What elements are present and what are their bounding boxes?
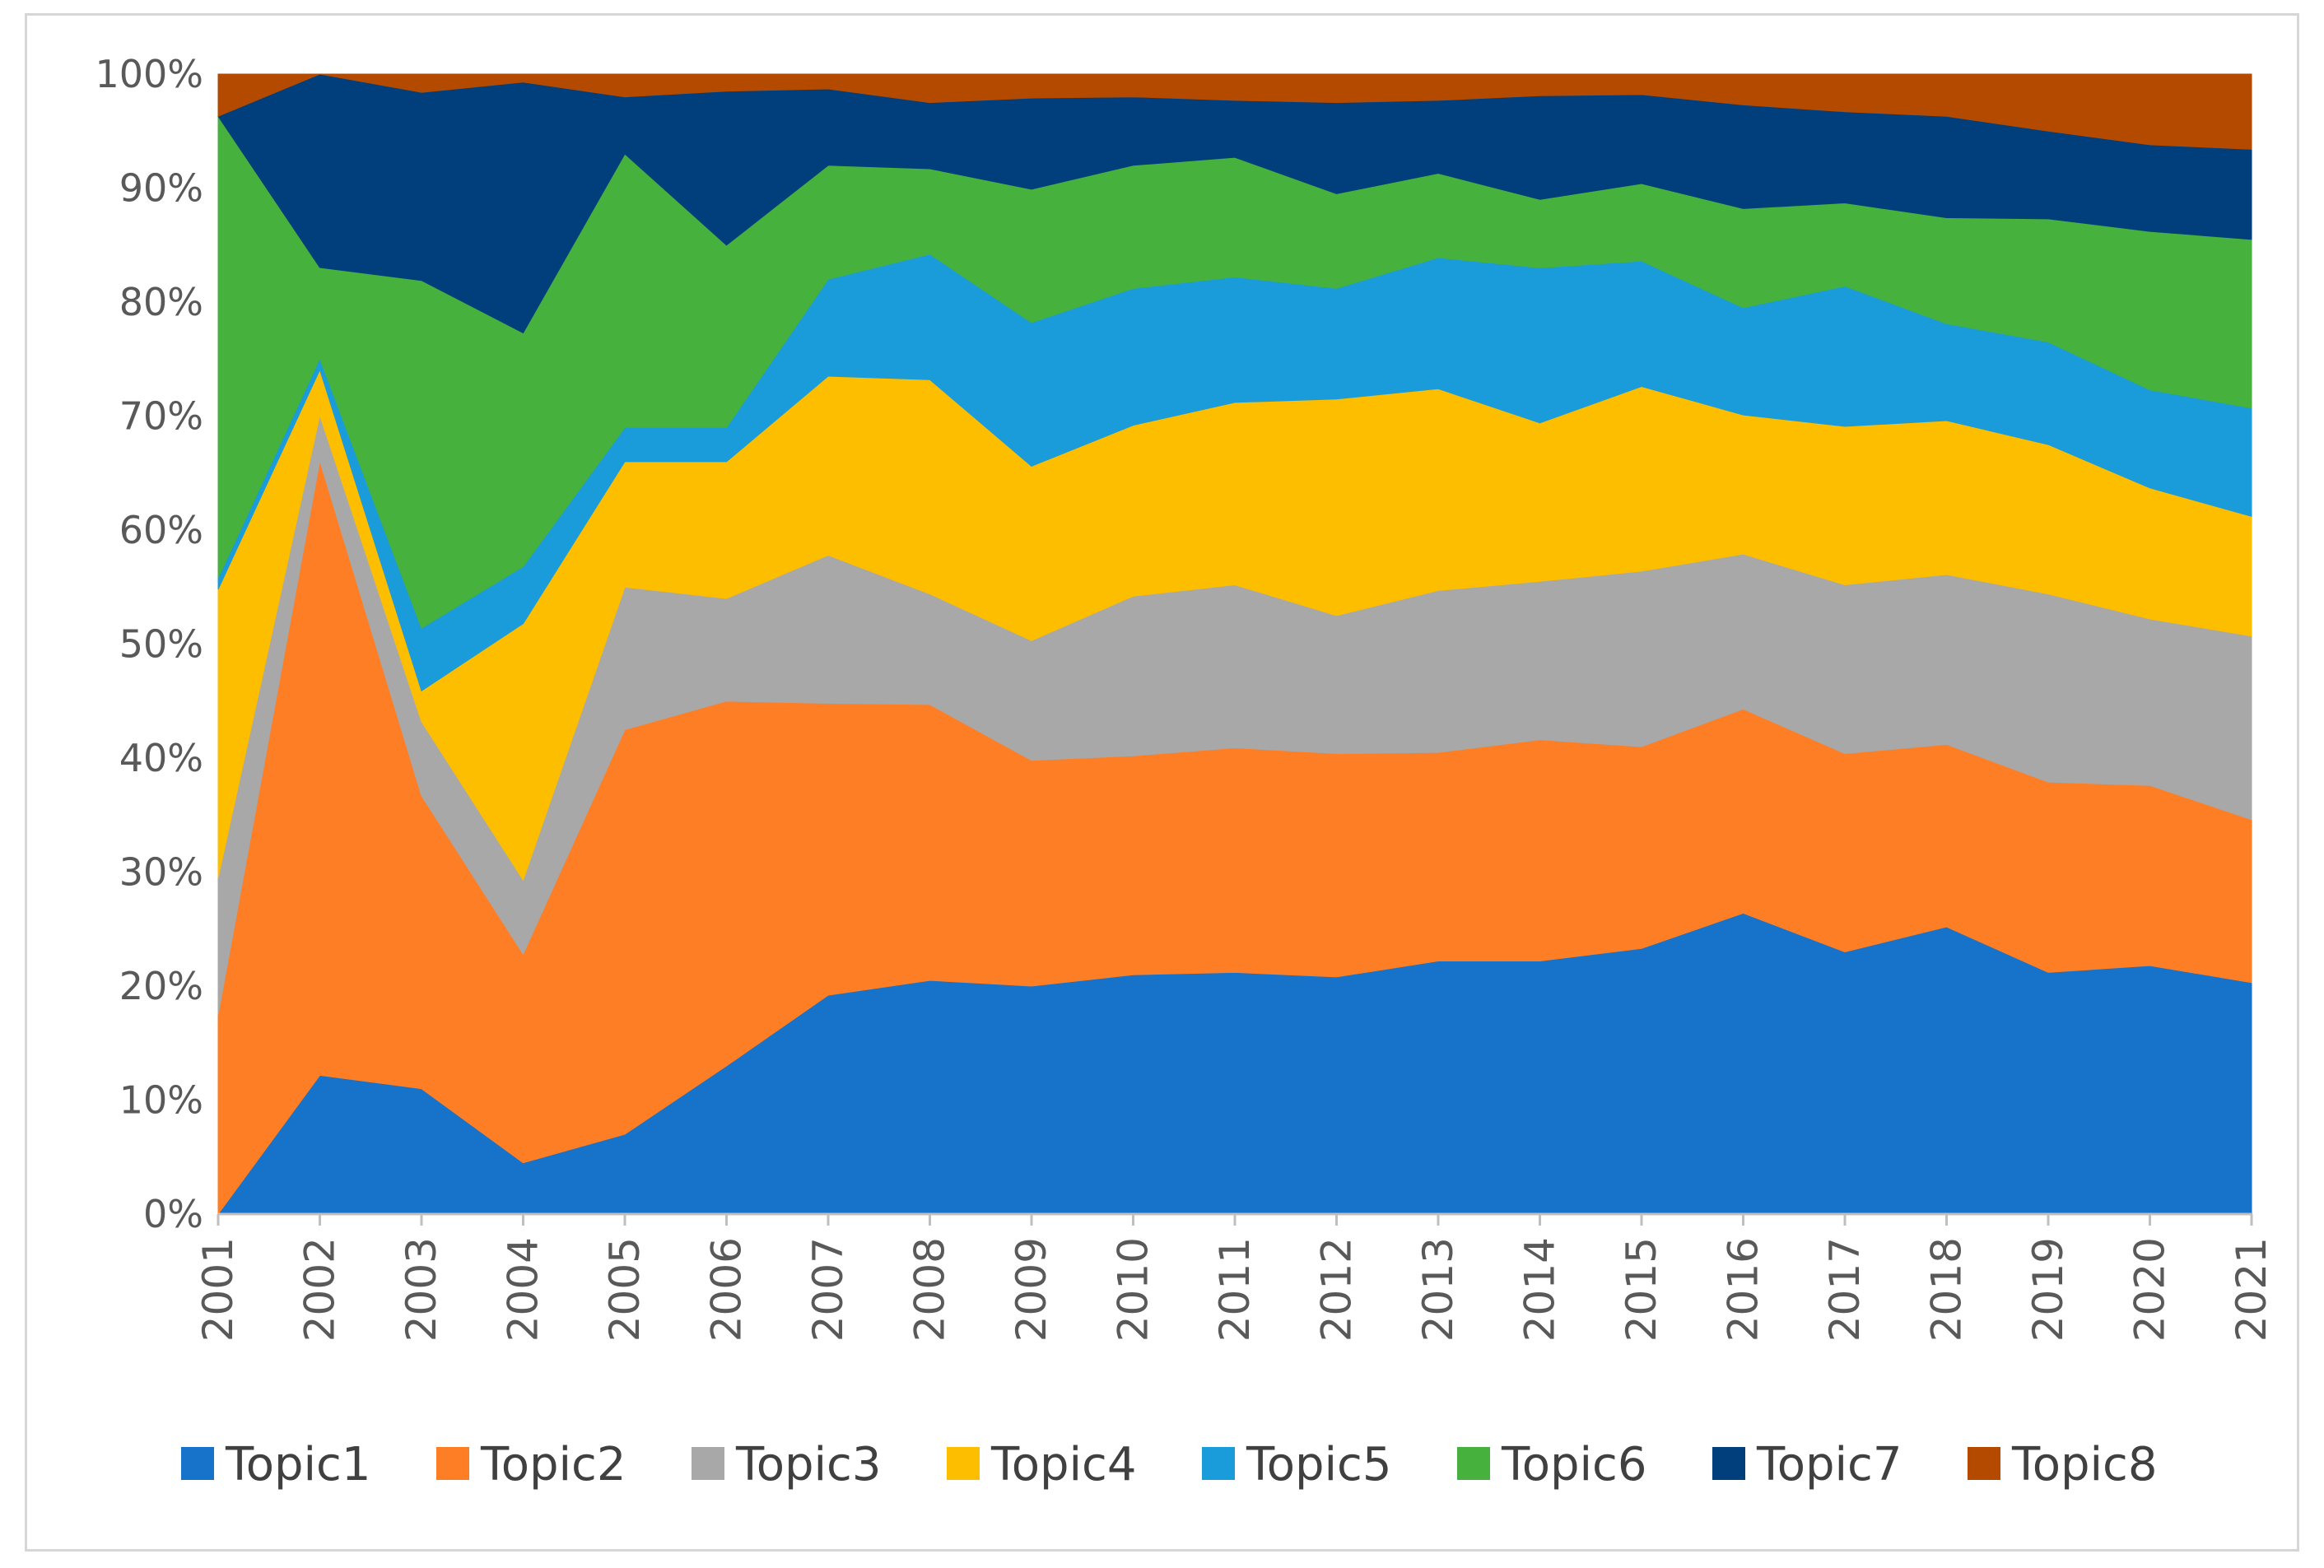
x-tick-label-2010: 2010 bbox=[1110, 1237, 1157, 1342]
x-tick-label-2012: 2012 bbox=[1313, 1237, 1361, 1342]
legend-label-topic7: Topic7 bbox=[1756, 1438, 1902, 1491]
x-tick-label-2007: 2007 bbox=[804, 1237, 852, 1342]
x-tick-label-2015: 2015 bbox=[1618, 1237, 1665, 1342]
y-tick-label-9: 90% bbox=[119, 166, 203, 211]
legend-label-topic5: Topic5 bbox=[1246, 1438, 1391, 1491]
x-tick-label-2001: 2001 bbox=[194, 1237, 242, 1342]
x-tick-label-2005: 2005 bbox=[601, 1237, 649, 1342]
y-axis-tick-labels: 0% 10% 20% 30% 40% 50% 60% 70% 80% 90% 100% bbox=[95, 52, 203, 1236]
legend: Topic1 Topic2 Topic3 Topic4 Topic5 Topic6 Topi… bbox=[181, 1438, 2157, 1491]
x-tick-label-2014: 2014 bbox=[1516, 1237, 1564, 1342]
x-tick-label-2017: 2017 bbox=[1821, 1237, 1869, 1342]
y-tick-label-1: 10% bbox=[119, 1078, 203, 1123]
legend-swatch-topic1 bbox=[181, 1447, 214, 1480]
y-tick-label-4: 40% bbox=[119, 736, 203, 780]
axes-group bbox=[217, 1212, 2253, 1226]
y-tick-label-5: 50% bbox=[119, 622, 203, 667]
x-tick-label-2019: 2019 bbox=[2024, 1237, 2072, 1342]
legend-label-topic6: Topic6 bbox=[1501, 1438, 1646, 1491]
x-tick-label-2006: 2006 bbox=[703, 1237, 751, 1342]
x-tick-label-2009: 2009 bbox=[1008, 1237, 1055, 1342]
y-tick-label-2: 20% bbox=[119, 964, 203, 1008]
legend-label-topic3: Topic3 bbox=[735, 1438, 881, 1491]
x-axis-tick-labels: 2001 2002 2003 2004 2005 2006 2007 2008 2009 2010… bbox=[194, 1237, 2275, 1342]
y-tick-label-3: 30% bbox=[119, 850, 203, 895]
x-tick-label-2018: 2018 bbox=[1923, 1237, 1971, 1342]
y-tick-label-6: 60% bbox=[119, 508, 203, 552]
y-tick-label-8: 80% bbox=[119, 280, 203, 324]
x-tick-label-2013: 2013 bbox=[1414, 1237, 1462, 1342]
area-topic8 bbox=[217, 73, 2252, 150]
x-tick-label-2016: 2016 bbox=[1720, 1237, 1767, 1342]
legend-swatch-topic3 bbox=[692, 1447, 724, 1480]
x-tick-label-2020: 2020 bbox=[2126, 1237, 2174, 1342]
legend-swatch-topic5 bbox=[1202, 1447, 1235, 1480]
y-tick-label-10: 100% bbox=[95, 52, 203, 96]
legend-swatch-topic8 bbox=[1968, 1447, 2000, 1480]
x-tick-label-2008: 2008 bbox=[906, 1237, 954, 1342]
legend-swatch-topic2 bbox=[436, 1447, 469, 1480]
x-tick-label-2011: 2011 bbox=[1211, 1237, 1259, 1342]
y-tick-label-0: 0% bbox=[143, 1192, 203, 1236]
x-tick-label-2002: 2002 bbox=[296, 1237, 344, 1342]
legend-label-topic1: Topic1 bbox=[225, 1438, 370, 1491]
legend-swatch-topic6 bbox=[1457, 1447, 1490, 1480]
x-tick-label-2004: 2004 bbox=[500, 1237, 547, 1342]
y-tick-label-7: 70% bbox=[119, 394, 203, 439]
legend-label-topic8: Topic8 bbox=[2011, 1438, 2157, 1491]
legend-swatch-topic4 bbox=[947, 1447, 980, 1480]
legend-label-topic4: Topic4 bbox=[990, 1438, 1136, 1491]
x-tick-label-2003: 2003 bbox=[398, 1237, 445, 1342]
x-tick-label-2021: 2021 bbox=[2228, 1237, 2275, 1342]
legend-swatch-topic7 bbox=[1712, 1447, 1745, 1480]
legend-label-topic2: Topic2 bbox=[480, 1438, 626, 1491]
area-series-group bbox=[217, 73, 2252, 1216]
